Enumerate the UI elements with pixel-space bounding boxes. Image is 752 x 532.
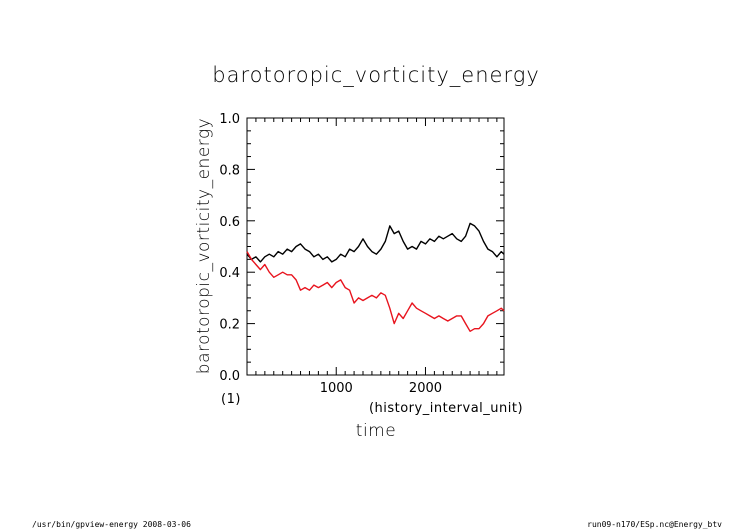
footer-left: /usr/bin/gpview-energy 2008-03-06 bbox=[32, 520, 191, 529]
y-tick-label: 0.4 bbox=[219, 266, 240, 281]
chart-title: barotoropic_vorticity_energy bbox=[212, 63, 540, 87]
series-lines bbox=[246, 222, 505, 332]
y-tick-label: 0.6 bbox=[219, 215, 240, 230]
y-axis: 0.0 0.2 0.4 0.6 0.8 1.0 bbox=[219, 112, 504, 384]
y-tick-label: 0.8 bbox=[219, 163, 240, 178]
plot-frame bbox=[246, 117, 505, 376]
x-axis-label: time bbox=[356, 421, 396, 441]
y-tick-label: 1.0 bbox=[219, 112, 240, 127]
series-line-1 bbox=[246, 222, 505, 263]
series-line-2 bbox=[246, 251, 505, 332]
footer-right: run09-n170/ESp.nc@Energy_btv bbox=[587, 520, 722, 529]
y-axis-unit: (1) bbox=[221, 392, 241, 407]
x-tick-label: 1000 bbox=[320, 381, 353, 396]
x-tick-label: 2000 bbox=[409, 381, 442, 396]
y-axis-label: barotoropic_vorticity_energy bbox=[194, 118, 214, 374]
y-tick-label: 0.0 bbox=[219, 369, 240, 384]
x-axis: 1000 2000 bbox=[255, 118, 498, 396]
y-tick-label: 0.2 bbox=[219, 318, 240, 333]
x-axis-unit: (history_interval_unit) bbox=[369, 401, 523, 416]
